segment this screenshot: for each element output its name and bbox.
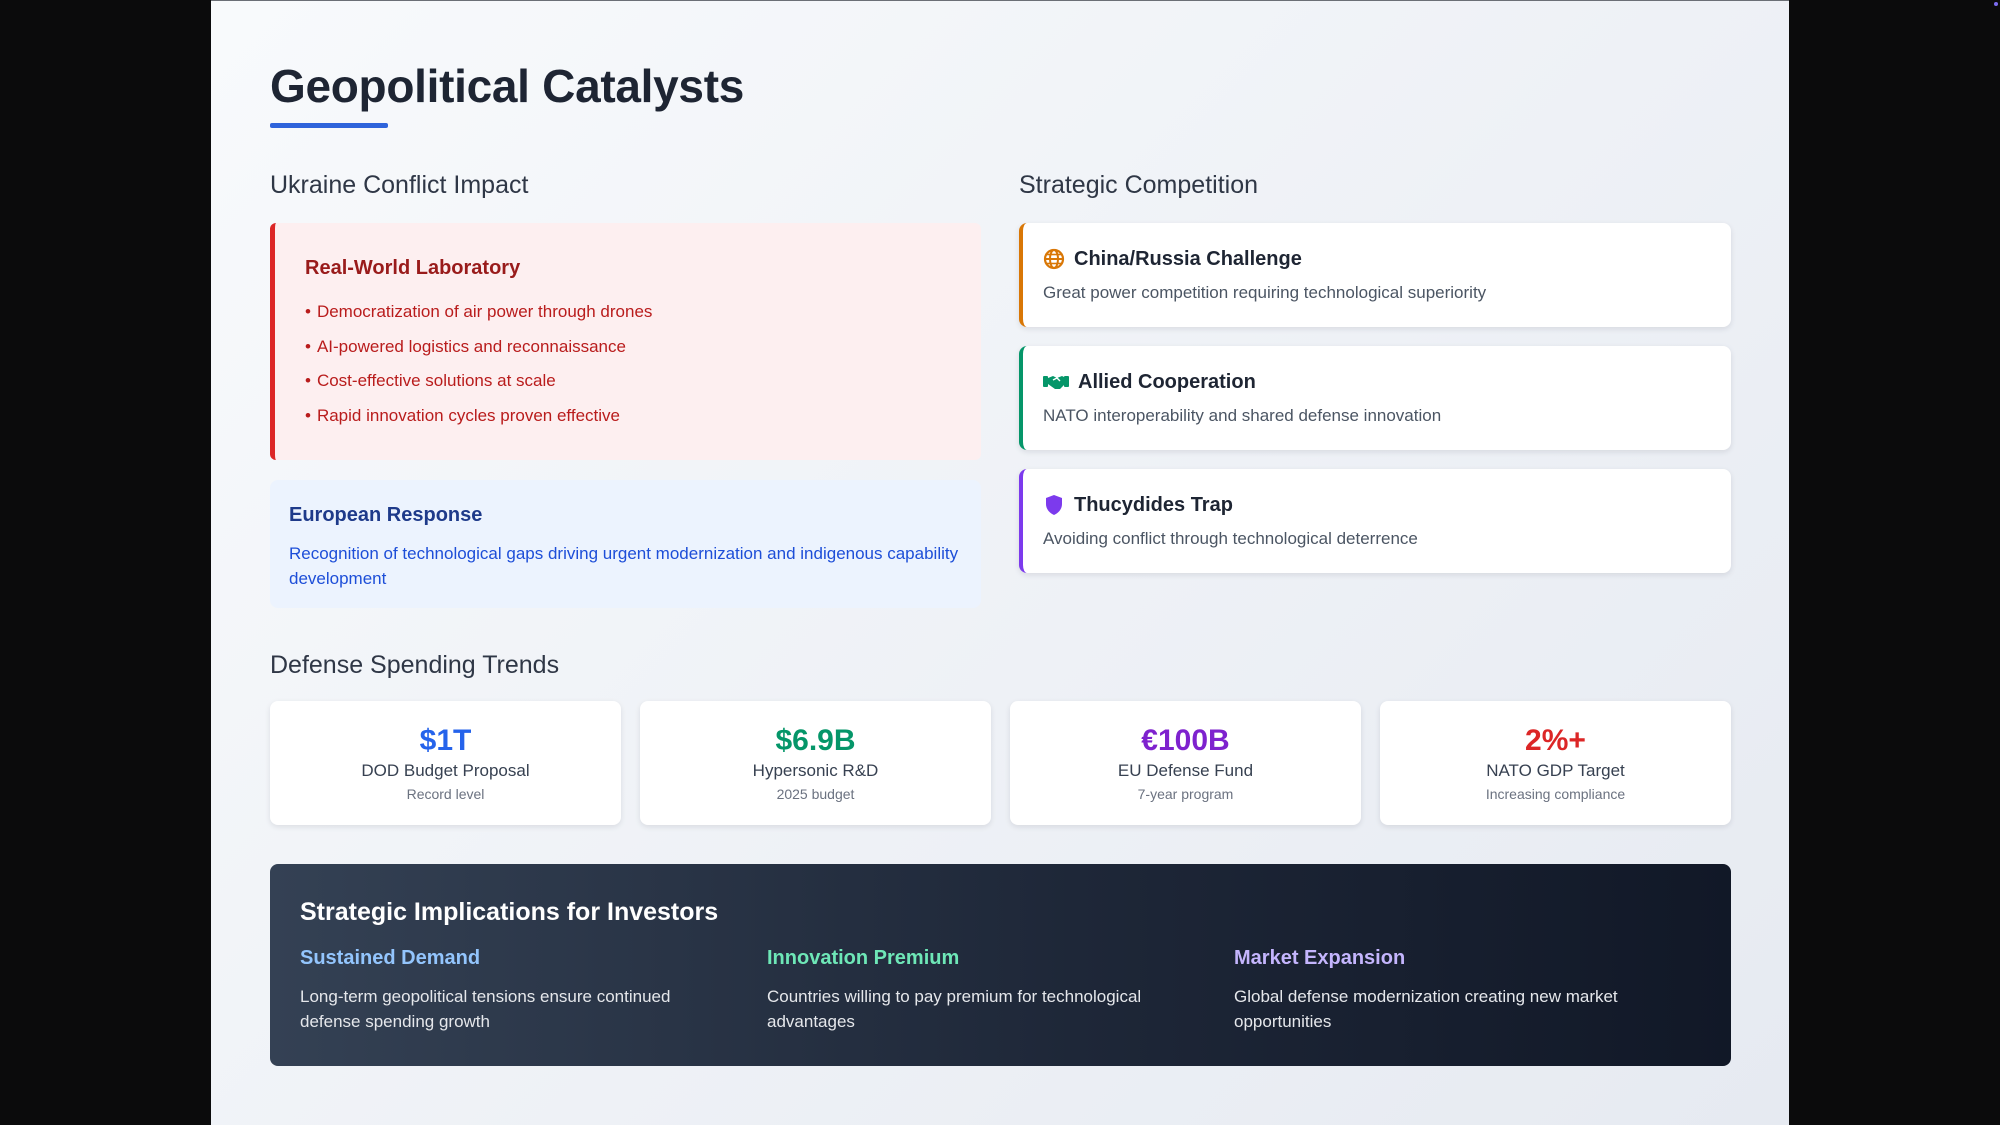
stat-card-eu-fund: €100B EU Defense Fund 7-year program: [1010, 701, 1361, 825]
implication-text: Global defense modernization creating ne…: [1234, 987, 1618, 1031]
stat-value: $1T: [419, 724, 472, 757]
allied-cooperation-card: Allied Cooperation NATO interoperability…: [1019, 346, 1731, 450]
comp-card-title: Thucydides Trap: [1074, 493, 1233, 516]
stat-label: Hypersonic R&D: [752, 761, 879, 780]
stat-card-dod-budget: $1T DOD Budget Proposal Record level: [270, 701, 621, 825]
bullet-icon: •: [305, 405, 311, 425]
lab-list: • Democratization of air power through dr…: [305, 302, 981, 440]
stat-card-hypersonic: $6.9B Hypersonic R&D 2025 budget: [640, 701, 991, 825]
bullet-icon: •: [305, 336, 311, 356]
title-underline: [270, 123, 388, 128]
spending-heading: Defense Spending Trends: [270, 651, 560, 679]
europe-card-title: European Response: [289, 504, 483, 526]
comp-card-text: Great power competition requiring techno…: [1043, 283, 1487, 302]
globe-icon: [1043, 248, 1065, 270]
corner-dot: [1994, 2, 1998, 6]
stat-sub: Record level: [406, 786, 485, 802]
bullet-icon: •: [305, 371, 311, 390]
list-item-text: Rapid innovation cycles proven effective: [316, 405, 620, 425]
list-item: • AI-powered logistics and reconnaissance: [305, 337, 981, 372]
stat-value: €100B: [1141, 724, 1230, 757]
european-response-card: European Response Recognition of technol…: [270, 480, 981, 608]
thucydides-trap-card: Thucydides Trap Avoiding conflict throug…: [1019, 469, 1731, 573]
stat-sub: 7-year program: [1137, 786, 1234, 802]
page-title: Geopolitical Catalysts: [270, 60, 744, 112]
comp-card-title: Allied Cooperation: [1078, 370, 1256, 393]
stat-sub: Increasing compliance: [1485, 786, 1626, 802]
slide: Geopolitical Catalysts Ukraine Conflict …: [211, 0, 1789, 1125]
stat-label: EU Defense Fund: [1117, 761, 1254, 780]
stat-label: DOD Budget Proposal: [361, 761, 530, 780]
competition-heading: Strategic Competition: [1019, 171, 1259, 199]
implication-innovation-premium: Innovation Premium Countries willing to …: [767, 947, 1234, 1034]
list-item: • Rapid innovation cycles proven effectiv…: [305, 406, 981, 441]
comp-card-title: China/Russia Challenge: [1074, 247, 1302, 270]
real-world-laboratory-card: Real-World Laboratory • Democratization o…: [270, 223, 981, 460]
stat-card-nato-gdp: 2%+ NATO GDP Target Increasing complianc…: [1380, 701, 1731, 825]
implications-title: Strategic Implications for Investors: [300, 898, 719, 926]
implication-title: Sustained Demand: [300, 947, 481, 969]
implication-text: Countries willing to pay premium for tec…: [767, 987, 1142, 1031]
list-item: • Democratization of air power through dr…: [305, 302, 981, 337]
implication-market-expansion: Market Expansion Global defense moderniz…: [1234, 947, 1701, 1034]
bullet-icon: •: [305, 302, 311, 321]
list-item-text: Democratization of air power through dro…: [316, 302, 653, 321]
implication-sustained-demand: Sustained Demand Long-term geopolitical …: [300, 947, 767, 1034]
list-item: • Cost-effective solutions at scale: [305, 371, 981, 406]
stat-value: $6.9B: [775, 724, 856, 757]
handshake-icon: [1043, 371, 1069, 393]
china-russia-card: China/Russia Challenge Great power compe…: [1019, 223, 1731, 327]
stat-sub: 2025 budget: [776, 786, 855, 802]
europe-card-text: Recognition of technological gaps drivin…: [289, 544, 959, 588]
lab-card-title: Real-World Laboratory: [305, 257, 521, 279]
stat-value: 2%+: [1525, 724, 1586, 757]
comp-card-text: Avoiding conflict through technological …: [1043, 529, 1418, 548]
comp-card-text: NATO interoperability and shared defense…: [1043, 406, 1442, 425]
implication-title: Innovation Premium: [767, 947, 960, 969]
list-item-text: Cost-effective solutions at scale: [316, 371, 556, 390]
investor-implications-panel: Strategic Implications for Investors Sus…: [270, 864, 1731, 1066]
list-item-text: AI-powered logistics and reconnaissance: [316, 336, 626, 356]
stat-label: NATO GDP Target: [1486, 761, 1625, 780]
implication-title: Market Expansion: [1234, 947, 1406, 969]
shield-icon: [1043, 494, 1065, 516]
ukraine-heading: Ukraine Conflict Impact: [270, 171, 529, 199]
implication-text: Long-term geopolitical tensions ensure c…: [300, 987, 671, 1031]
